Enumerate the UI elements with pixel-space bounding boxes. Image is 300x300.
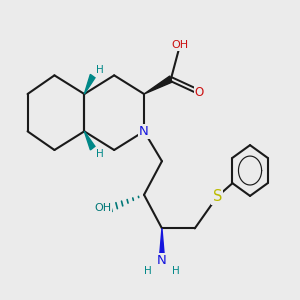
Text: H: H — [96, 65, 104, 75]
Text: H: H — [144, 266, 152, 276]
Text: OH: OH — [171, 40, 188, 50]
Text: OH: OH — [94, 203, 111, 213]
Text: O: O — [195, 85, 204, 99]
Text: S: S — [212, 189, 222, 204]
Polygon shape — [84, 74, 95, 94]
Text: N: N — [139, 125, 149, 138]
Polygon shape — [144, 76, 172, 94]
Polygon shape — [84, 131, 95, 150]
Text: N: N — [157, 254, 167, 267]
Polygon shape — [159, 228, 165, 260]
Text: H: H — [96, 149, 104, 160]
Text: H: H — [172, 266, 180, 276]
